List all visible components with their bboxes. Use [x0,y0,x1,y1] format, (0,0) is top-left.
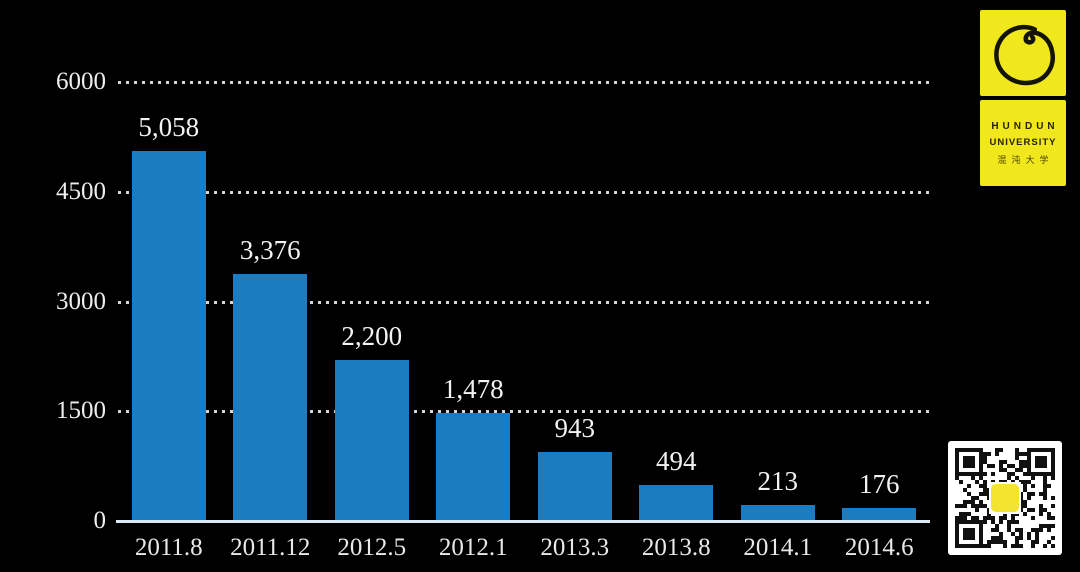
bar [537,452,612,521]
bar-value-label: 494 [656,445,697,476]
logo-name: HUNDUN [991,120,1059,132]
x-axis-labels: 2011.8 2011.12 2012.5 2012.1 2013.3 2013.8 201… [118,534,930,562]
qr-code [948,441,1062,555]
bar [436,412,511,521]
y-tick-label: 1500 [56,397,106,425]
logo-name-cn: 混沌大学 [997,154,1054,165]
hundun-logo: HUNDUN UNIVERSITY 混沌大学 [980,10,1066,186]
bar-group: 176 [829,469,930,521]
x-tick-label: 2012.1 [438,534,508,561]
gridline [118,190,930,194]
logo-name-en: UNIVERSITY [989,136,1057,148]
x-tick-label: 2011.8 [134,534,203,561]
gridline [118,300,930,304]
bar-group: 213 [727,466,828,521]
bar-value-label: 176 [859,469,900,500]
bar [233,274,308,521]
bar-value-label: 1,478 [442,373,504,404]
x-tick-label: 2014.1 [743,534,813,561]
enso-icon [980,10,1066,96]
bar-value-label: 943 [554,413,596,444]
x-tick-label: 2011.12 [230,534,311,561]
bar [740,505,815,521]
y-tick-label: 6000 [56,68,106,95]
bar-group: 2,200 [321,321,422,521]
bar-value-label: 5,058 [138,111,200,142]
bar [842,508,917,521]
x-tick-label: 2014.6 [844,534,914,561]
bar-group: 3,376 [220,235,321,521]
bar-group: 494 [626,446,727,521]
y-tick-label: 3000 [56,287,106,315]
x-tick-label: 2013.3 [540,534,610,561]
bar-group: 1,478 [423,374,524,521]
bars: 5,058 3,376 2,200 1,478 943 494 213 176 [118,0,930,521]
gridline [118,81,930,84]
bar-group: 943 [524,413,625,521]
bar [131,150,206,521]
x-axis-line [116,520,930,523]
bar [334,360,409,521]
bar-value-label: 3,376 [239,235,301,265]
bar [639,484,714,521]
x-tick-label: 2012.5 [337,534,407,561]
x-tick-label: 2013.8 [641,534,711,561]
y-tick-label: 4500 [56,177,106,205]
bar-group: 5,058 [118,112,219,521]
gridline [118,410,930,414]
bar-value-label: 2,200 [341,321,403,352]
bar-value-label: 213 [757,466,799,497]
logo-text: HUNDUN UNIVERSITY 混沌大学 [980,100,1066,186]
y-tick-label: 0 [93,507,107,534]
